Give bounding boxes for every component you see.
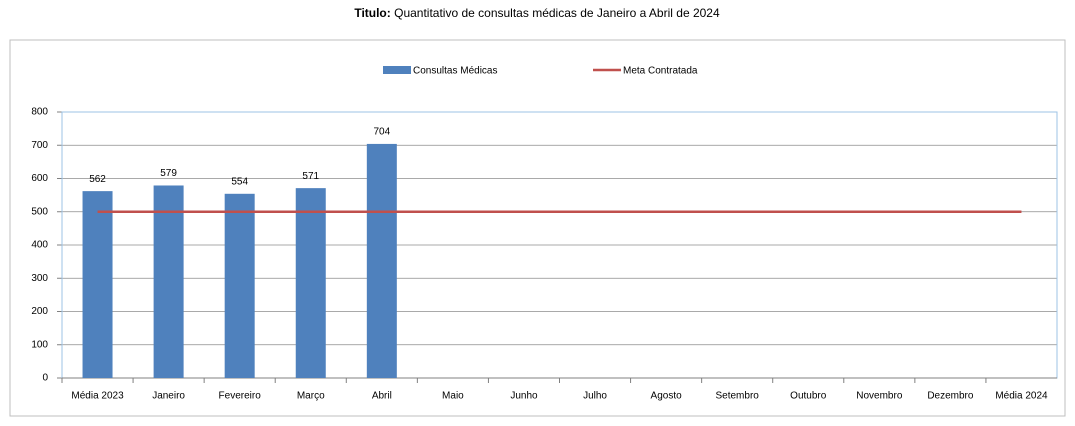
y-tick-label: 600 <box>31 173 48 184</box>
title-label: Titulo: <box>354 6 390 20</box>
data-label: 579 <box>160 168 177 179</box>
legend-label: Consultas Médicas <box>413 66 497 77</box>
bar <box>82 191 113 378</box>
x-tick-label: Fevereiro <box>219 391 262 402</box>
bar <box>295 188 326 378</box>
x-tick-label: Março <box>297 391 325 402</box>
x-tick-label: Agosto <box>651 391 683 402</box>
data-label: 562 <box>89 174 106 185</box>
y-tick-label: 100 <box>31 339 48 350</box>
chart-frame <box>9 39 1066 417</box>
x-tick-label: Junho <box>510 391 538 402</box>
x-tick-label: Outubro <box>790 391 827 402</box>
legend-label: Meta Contratada <box>623 66 698 77</box>
x-tick-label: Julho <box>583 391 607 402</box>
data-label: 704 <box>373 127 390 138</box>
x-tick-label: Dezembro <box>927 391 974 402</box>
y-tick-label: 700 <box>31 140 48 151</box>
x-tick-label: Média 2024 <box>995 391 1048 402</box>
x-tick-label: Novembro <box>856 391 903 402</box>
bar <box>224 193 255 378</box>
x-tick-label: Abril <box>372 391 392 402</box>
bar <box>366 143 397 378</box>
y-tick-label: 0 <box>42 373 48 384</box>
x-tick-label: Setembro <box>715 391 759 402</box>
x-tick-label: Média 2023 <box>71 391 124 402</box>
y-tick-label: 500 <box>31 206 48 217</box>
x-tick-label: Janeiro <box>152 391 185 402</box>
legend-swatch <box>383 66 411 74</box>
x-tick-label: Maio <box>442 391 464 402</box>
chart-title: Titulo: Quantitativo de consultas médica… <box>354 6 720 20</box>
y-tick-label: 200 <box>31 306 48 317</box>
y-tick-label: 800 <box>31 107 48 118</box>
bar <box>153 185 184 378</box>
data-label: 571 <box>302 171 319 182</box>
y-tick-label: 400 <box>31 240 48 251</box>
data-label: 554 <box>231 176 248 187</box>
y-tick-label: 300 <box>31 273 48 284</box>
title-text: Quantitativo de consultas médicas de Jan… <box>394 6 720 20</box>
